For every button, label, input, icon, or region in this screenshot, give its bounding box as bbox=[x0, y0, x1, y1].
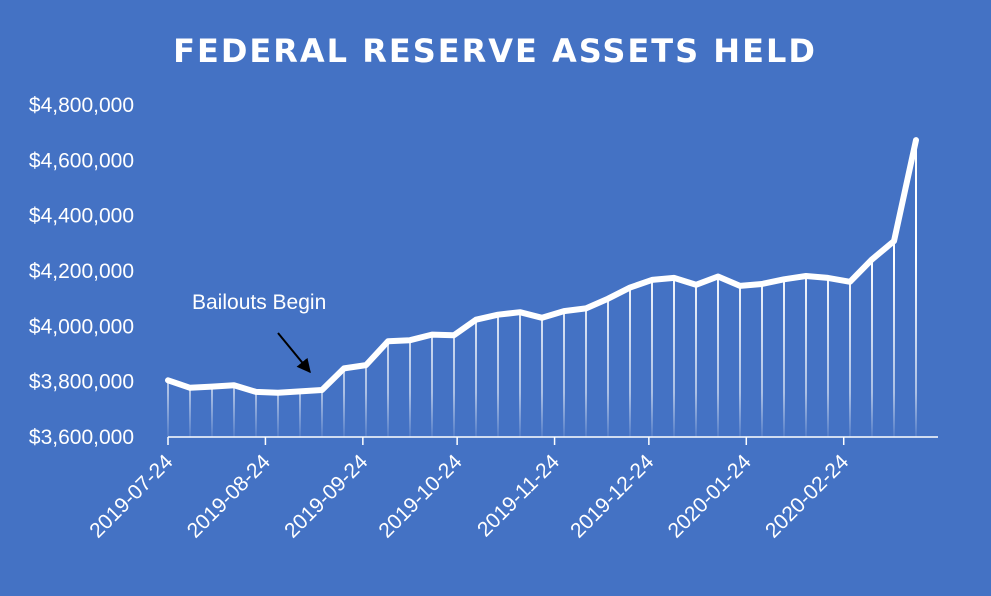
annotation-bailouts-begin: Bailouts Begin bbox=[192, 291, 326, 314]
x-tick-label: 2019-10-24 bbox=[374, 450, 466, 542]
x-axis-ticks bbox=[167, 437, 845, 445]
y-tick-label: $3,800,000 bbox=[29, 371, 134, 394]
y-tick-label: $4,200,000 bbox=[29, 260, 134, 283]
x-tick-label: 2020-01-24 bbox=[664, 450, 756, 542]
y-tick-label: $4,000,000 bbox=[29, 315, 134, 338]
chart-title: FEDERAL RESERVE ASSETS HELD bbox=[173, 32, 817, 70]
x-axis-labels: 2019-07-24 2019-08-24 2019-09-24 2019-10-24… bbox=[85, 450, 853, 542]
x-tick-label: 2019-08-24 bbox=[183, 450, 275, 542]
x-tick-label: 2019-12-24 bbox=[566, 450, 658, 542]
x-tick-label: 2019-07-24 bbox=[85, 450, 177, 542]
x-tick-label: 2019-09-24 bbox=[280, 450, 372, 542]
y-tick-label: $3,600,000 bbox=[29, 426, 134, 449]
y-tick-label: $4,400,000 bbox=[29, 205, 134, 228]
y-tick-label: $4,600,000 bbox=[29, 149, 134, 172]
annotation-arrow bbox=[277, 332, 311, 374]
y-axis: $3,600,000 $3,800,000 $4,000,000 $4,200,000… bbox=[29, 94, 134, 449]
drop-lines bbox=[167, 140, 917, 437]
y-tick-label: $4,800,000 bbox=[29, 94, 134, 117]
x-tick-label: 2019-11-24 bbox=[473, 450, 564, 541]
x-tick-label: 2020-02-24 bbox=[761, 450, 853, 542]
series-line bbox=[165, 137, 919, 396]
annotation-group: Bailouts Begin bbox=[192, 291, 326, 374]
